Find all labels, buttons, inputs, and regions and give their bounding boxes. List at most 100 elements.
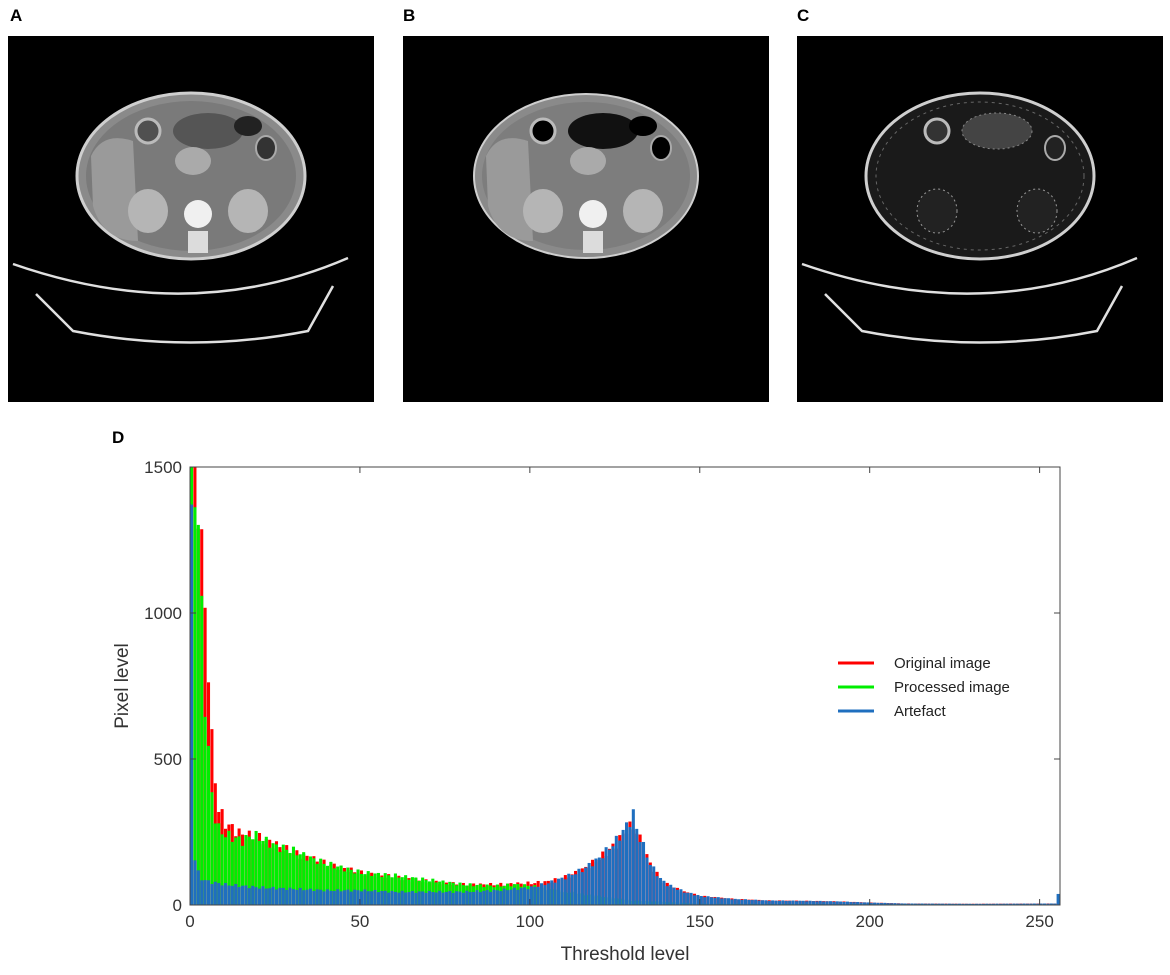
histogram-bar: [628, 827, 632, 905]
histogram-bar: [560, 877, 564, 905]
x-tick-label: 100: [516, 912, 544, 931]
histogram-bar: [1029, 903, 1033, 905]
histogram-bar: [706, 896, 710, 905]
histogram-bar: [618, 840, 622, 905]
histogram-bar: [720, 898, 724, 905]
histogram-bar: [254, 830, 258, 905]
histogram-bar: [570, 874, 574, 905]
histogram-bar: [856, 901, 860, 905]
ct-image-processed: [403, 36, 769, 402]
histogram-bar: [947, 903, 951, 905]
histogram-bar: [839, 901, 843, 905]
histogram-bar: [631, 809, 635, 905]
histogram-bar: [421, 891, 425, 905]
histogram-bar: [604, 847, 608, 905]
histogram-bar: [1036, 903, 1040, 905]
histogram-chart: 0 50 100 150 200 250 0 500 1000 1500 Threshold lev…: [112, 458, 1061, 965]
histogram-bar: [261, 886, 265, 905]
histogram-bar: [366, 891, 370, 905]
x-tick-label: 150: [686, 912, 714, 931]
histogram-bar: [261, 840, 265, 905]
histogram-bar: [230, 841, 234, 905]
histogram-bar: [723, 898, 727, 905]
histogram-bar: [913, 903, 917, 905]
histogram-bar: [206, 880, 211, 905]
histogram-bar: [237, 836, 241, 905]
histogram-bar: [295, 855, 299, 905]
histogram-bar: [1009, 903, 1013, 905]
histogram-bar: [472, 891, 476, 905]
histogram-bar: [336, 866, 340, 905]
histogram-bar: [859, 902, 863, 905]
histogram-bar: [441, 892, 445, 905]
panel-label-c: C: [797, 6, 810, 25]
histogram-bar: [213, 881, 217, 905]
histogram-bar: [703, 897, 707, 905]
panel-label-d: D: [112, 428, 125, 447]
histogram-bar: [675, 889, 680, 905]
histogram-bar: [356, 890, 360, 905]
histogram-bar: [665, 886, 669, 905]
histogram-bar: [383, 890, 387, 905]
histogram-bar: [529, 886, 533, 905]
histogram-bar: [325, 889, 329, 905]
histogram-bar: [404, 875, 408, 905]
histogram-bar: [448, 891, 452, 905]
histogram-bar: [346, 867, 350, 905]
histogram-bar: [740, 899, 744, 905]
histogram-bar: [455, 891, 459, 905]
histogram-bar: [203, 716, 207, 905]
histogram-bar: [234, 837, 238, 905]
histogram-bar: [641, 841, 646, 905]
histogram-bar: [669, 884, 673, 905]
histogram-bar: [652, 866, 656, 905]
histogram-bar: [278, 851, 282, 905]
histogram-bar: [1049, 903, 1053, 905]
histogram-bar: [461, 892, 465, 905]
histogram-bar: [305, 860, 309, 905]
histogram-bar: [546, 883, 550, 905]
histogram-bar: [818, 900, 822, 905]
histogram-bar: [397, 877, 401, 905]
ct-scan-original-drawing: [12, 91, 349, 344]
histogram-bar: [920, 903, 924, 905]
histogram-bar: [611, 846, 615, 905]
histogram-bar: [512, 887, 516, 905]
histogram-bar: [315, 863, 319, 905]
histogram-bar: [852, 902, 856, 905]
histogram-bar: [686, 892, 690, 905]
histogram-bar: [223, 883, 228, 905]
histogram-bar: [193, 507, 197, 905]
histogram-bar: [635, 828, 639, 905]
histogram-bar: [478, 892, 482, 905]
histogram-bar: [359, 891, 363, 905]
histogram-bar: [264, 888, 268, 905]
histogram-bar: [601, 858, 605, 905]
histogram-bar: [325, 865, 329, 905]
histogram-bar: [213, 823, 217, 905]
histogram-bar: [805, 901, 809, 905]
histogram-bar: [608, 849, 612, 905]
histogram-bar: [458, 891, 462, 905]
histogram-bar: [217, 883, 221, 905]
histogram-bar: [791, 900, 795, 905]
histogram-bar: [553, 882, 557, 905]
histogram-bar: [339, 865, 343, 905]
histogram-bar: [400, 890, 404, 905]
histogram-bar: [257, 840, 262, 905]
histogram-bar: [427, 890, 431, 905]
ct-scan-processed-drawing: [473, 93, 699, 259]
histogram-bar: [903, 903, 907, 905]
histogram-bar: [781, 900, 785, 905]
histogram-bar: [1032, 903, 1036, 905]
histogram-bar: [376, 892, 380, 905]
histogram-bar: [407, 892, 411, 905]
histogram-bar: [726, 898, 731, 905]
histogram-bar: [995, 903, 999, 905]
histogram-bar: [574, 874, 578, 905]
histogram-bar: [784, 900, 788, 905]
histogram-bar: [951, 903, 955, 905]
histogram-bar: [302, 852, 306, 905]
x-axis-label: Threshold level: [561, 944, 690, 965]
y-tick-label: 500: [154, 750, 182, 769]
